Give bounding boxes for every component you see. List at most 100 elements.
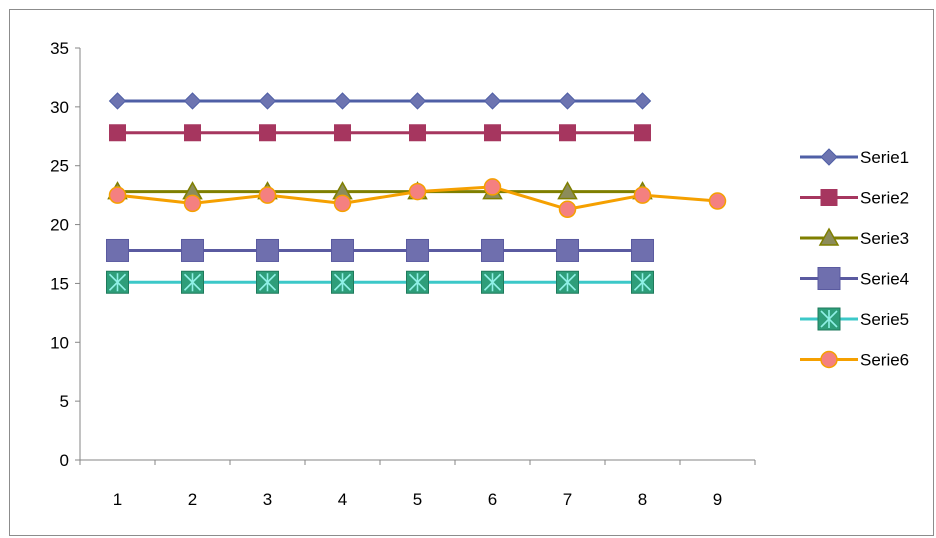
x-tick-label: 6 (488, 490, 497, 509)
series-serie5 (106, 270, 654, 294)
x-tick-label: 2 (188, 490, 197, 509)
legend-label: Serie1 (860, 148, 909, 167)
marker-shape (258, 186, 277, 204)
series-serie1 (108, 92, 652, 110)
x-tick-label: 5 (413, 490, 422, 509)
data-point (258, 92, 277, 110)
chart-frame (9, 9, 934, 536)
marker-shape (108, 186, 127, 204)
marker-shape (633, 186, 652, 204)
x-tick-label: 9 (713, 490, 722, 509)
data-point (556, 270, 579, 294)
legend-marker (820, 189, 838, 206)
series-serie2 (109, 124, 651, 142)
data-point (406, 270, 429, 294)
marker-shape (184, 124, 201, 142)
x-tick-label: 7 (563, 490, 572, 509)
data-point (184, 124, 201, 142)
y-tick-label: 35 (50, 39, 69, 58)
data-point (408, 92, 427, 110)
marker-shape (108, 92, 127, 110)
marker-shape (559, 124, 576, 142)
data-point (634, 124, 651, 142)
legend-marker (820, 350, 838, 369)
legend-label: Serie4 (860, 270, 909, 289)
data-point (409, 124, 426, 142)
data-point (481, 270, 504, 294)
marker-shape (183, 92, 202, 110)
marker-shape (818, 227, 840, 246)
data-point (256, 270, 279, 294)
marker-shape (483, 92, 502, 110)
data-point (631, 270, 654, 294)
series-serie4 (106, 238, 654, 262)
data-point (556, 238, 579, 262)
y-tick-label: 10 (50, 333, 69, 352)
marker-shape (483, 178, 502, 196)
x-tick-label: 8 (638, 490, 647, 509)
x-tick-label: 4 (338, 490, 347, 509)
data-point (333, 92, 352, 110)
y-tick-label: 30 (50, 98, 69, 117)
marker-shape (481, 238, 504, 262)
x-tick-label: 1 (113, 490, 122, 509)
x-tick-label: 3 (263, 490, 272, 509)
data-point (181, 238, 204, 262)
data-point (481, 238, 504, 262)
data-point (109, 124, 126, 142)
marker-shape (558, 200, 577, 219)
data-point (258, 186, 277, 204)
y-tick-label: 15 (50, 274, 69, 293)
legend-item-serie5: Serie5 (800, 307, 909, 331)
marker-shape (484, 124, 501, 142)
legend-item-serie4: Serie4 (800, 267, 909, 290)
marker-shape (631, 238, 654, 262)
marker-shape (633, 92, 652, 110)
data-point (181, 270, 204, 294)
marker-shape (181, 238, 204, 262)
marker-shape (259, 124, 276, 142)
marker-shape (558, 92, 577, 110)
data-point (633, 92, 652, 110)
marker-shape (708, 192, 727, 210)
data-point (183, 92, 202, 110)
data-point (558, 200, 577, 219)
marker-shape (333, 92, 352, 110)
data-point (334, 124, 351, 142)
marker-shape (334, 124, 351, 142)
data-point (483, 92, 502, 110)
data-point (484, 124, 501, 142)
data-point (333, 194, 352, 213)
data-point (259, 124, 276, 142)
legend-label: Serie6 (860, 351, 909, 370)
legend-label: Serie5 (860, 310, 909, 329)
y-tick-label: 0 (60, 451, 69, 470)
marker-shape (557, 181, 578, 200)
data-point (631, 238, 654, 262)
data-point (331, 238, 354, 262)
marker-shape (106, 238, 129, 262)
legend-item-serie6: Serie6 (800, 351, 909, 370)
y-tick-label: 25 (50, 157, 69, 176)
data-point (408, 182, 427, 201)
data-point (557, 181, 578, 200)
marker-shape (817, 267, 841, 290)
marker-shape (820, 350, 838, 369)
marker-shape (408, 182, 427, 201)
data-point (558, 92, 577, 110)
marker-shape (406, 238, 429, 262)
marker-shape (408, 92, 427, 110)
data-point (256, 238, 279, 262)
legend-label: Serie2 (860, 189, 909, 208)
marker-shape (556, 238, 579, 262)
data-point (106, 270, 129, 294)
data-point (559, 124, 576, 142)
legend-item-serie1: Serie1 (800, 148, 909, 167)
legend-label: Serie3 (860, 229, 909, 248)
legend-marker (817, 307, 841, 331)
marker-shape (409, 124, 426, 142)
data-point (406, 238, 429, 262)
data-point (633, 186, 652, 204)
data-point (708, 192, 727, 210)
